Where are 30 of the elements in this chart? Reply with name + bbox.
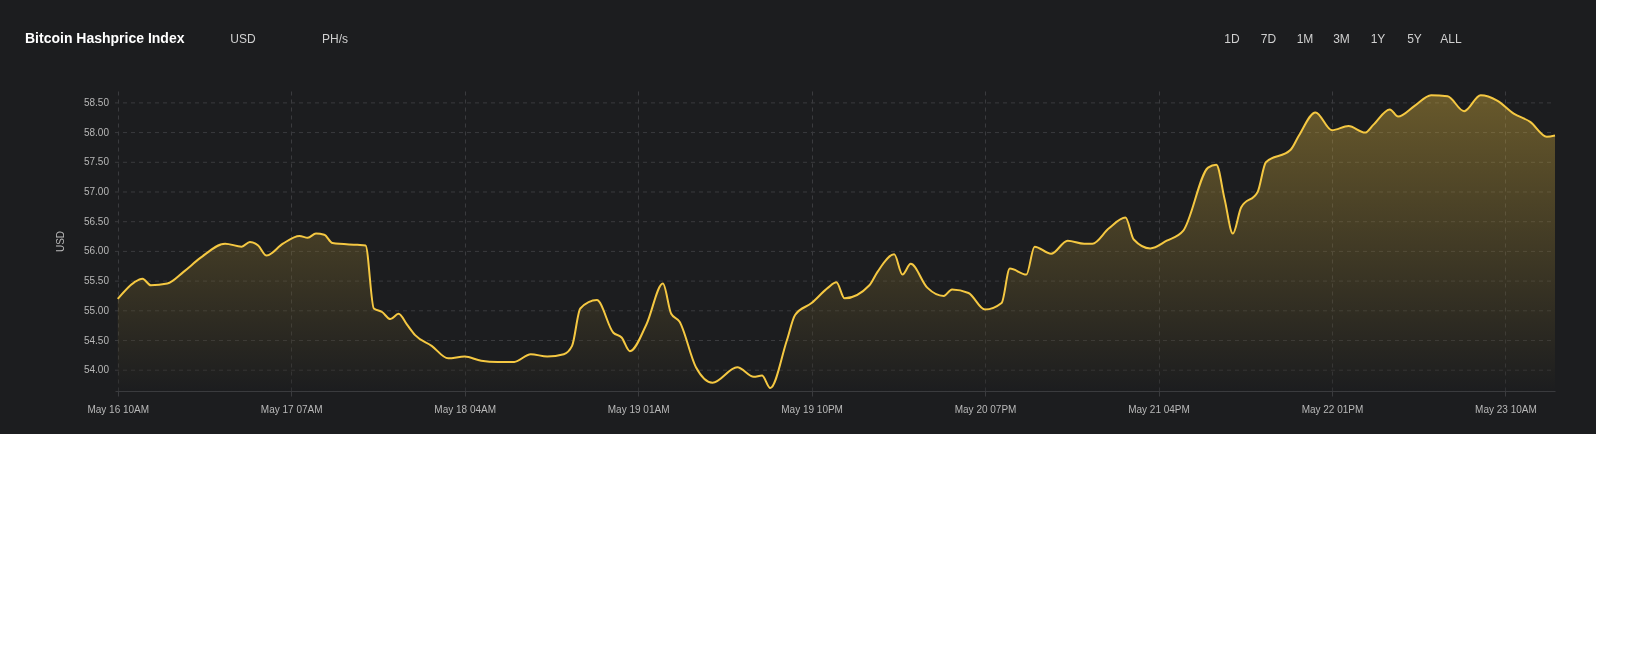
text: 1Y (1370, 32, 1386, 46)
x-tick-label: May 19 01AM (607, 403, 670, 415)
text: USD (54, 230, 66, 253)
text: 1D (1224, 32, 1240, 46)
x-tick-label: May 17 07AM (260, 403, 323, 415)
y-tick-label: 55.00 (83, 304, 110, 316)
x-tick-label: May 23 10AM (1475, 403, 1537, 415)
text: PH/s (321, 32, 349, 46)
text: 3M (1333, 32, 1350, 46)
x-tick-label: May 19 10PM (781, 403, 843, 415)
y-tick-label: 54.00 (83, 364, 110, 376)
text: 1M (1296, 32, 1314, 46)
y-tick-label: 55.50 (83, 275, 110, 287)
y-tick-label: 57.00 (83, 185, 110, 197)
chart-title: Bitcoin Hashprice Index (25, 30, 185, 46)
y-tick-label: 58.50 (83, 96, 110, 108)
y-tick-label: 57.50 (83, 156, 110, 168)
y-axis-title: USD (230, 32, 256, 46)
y-tick-label: 54.50 (83, 334, 110, 346)
text: ALL (1440, 32, 1462, 46)
x-tick-label: May 21 04PM (1128, 403, 1190, 415)
x-tick-label: May 18 04AM (434, 403, 497, 415)
y-tick-label: 58.00 (83, 126, 110, 138)
text: 7D (1260, 32, 1277, 46)
text: 5Y (1407, 32, 1422, 46)
y-tick-label: 56.50 (83, 215, 110, 227)
y-tick-label: 56.00 (83, 245, 110, 257)
x-tick-label: May 16 10AM (87, 403, 150, 415)
x-tick-label: May 20 07PM (954, 403, 1017, 415)
x-tick-label: May 22 01PM (1301, 403, 1364, 415)
